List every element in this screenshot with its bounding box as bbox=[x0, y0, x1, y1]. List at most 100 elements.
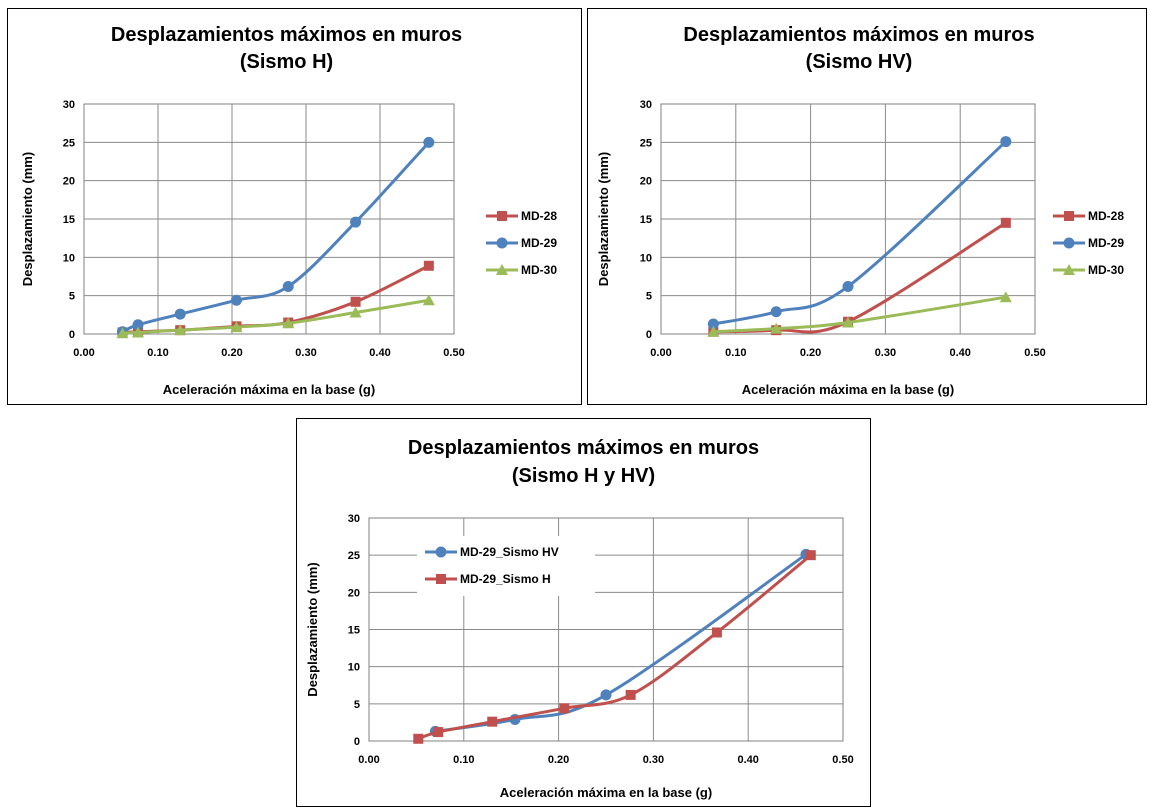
data-point bbox=[487, 716, 498, 727]
chart-sismo-h: Desplazamientos máximos en muros (Sismo H… bbox=[20, 24, 557, 397]
legend-marker bbox=[1064, 211, 1074, 221]
data-point bbox=[707, 318, 719, 330]
x-tick-label: 0.50 bbox=[443, 347, 464, 359]
data-point bbox=[132, 319, 144, 331]
x-tick-label: 0.20 bbox=[548, 754, 569, 766]
y-tick-label: 0 bbox=[69, 329, 75, 341]
y-tick-label: 25 bbox=[63, 137, 75, 149]
legend-marker bbox=[435, 546, 447, 558]
y-tick-label: 25 bbox=[640, 137, 652, 149]
legend-label: MD-28 bbox=[521, 209, 557, 223]
x-tick-label: 0.20 bbox=[800, 347, 821, 359]
x-tick-label: 0.50 bbox=[832, 754, 853, 766]
x-tick-label: 0.40 bbox=[737, 754, 758, 766]
y-axis-label: Desplazamiento (mm) bbox=[305, 562, 320, 696]
data-point bbox=[230, 321, 243, 333]
data-point bbox=[413, 733, 424, 744]
data-point bbox=[422, 294, 435, 306]
series-line bbox=[713, 140, 1007, 326]
y-tick-label: 10 bbox=[348, 662, 360, 674]
legend: MD-28 MD-29 MD-30 bbox=[1053, 209, 1124, 277]
legend-label: MD-28 bbox=[1088, 209, 1124, 223]
data-point bbox=[600, 689, 612, 701]
y-tick-label: 15 bbox=[348, 625, 360, 637]
y-axis-label: Desplazamiento (mm) bbox=[20, 152, 35, 286]
chart-subtitle: (Sismo HV) bbox=[806, 51, 913, 73]
legend-item: MD-28 bbox=[1053, 209, 1124, 223]
data-point bbox=[174, 324, 187, 336]
legend: MD-29_Sismo HV MD-29_Sismo H bbox=[417, 536, 595, 596]
legend-item: MD-29 bbox=[486, 236, 557, 250]
data-point bbox=[559, 703, 570, 714]
y-tick-label: 30 bbox=[348, 513, 360, 525]
series-md-29-sismo-h bbox=[413, 550, 816, 744]
x-tick-label: 0.30 bbox=[643, 754, 664, 766]
y-tick-label: 30 bbox=[640, 99, 652, 111]
data-point bbox=[842, 316, 854, 328]
x-tick-label: 0.30 bbox=[295, 347, 316, 359]
data-point bbox=[349, 306, 362, 318]
legend: MD-28 MD-29 MD-30 bbox=[486, 209, 557, 277]
y-tick-label: 20 bbox=[63, 176, 75, 188]
y-tick-label: 0 bbox=[354, 736, 360, 748]
y-tick-label: 5 bbox=[354, 699, 360, 711]
data-point bbox=[350, 216, 362, 228]
data-point bbox=[805, 550, 816, 561]
data-point bbox=[770, 306, 782, 318]
y-tick-label: 15 bbox=[640, 214, 652, 226]
y-tick-label: 5 bbox=[646, 291, 652, 303]
y-tick-label: 30 bbox=[63, 99, 75, 111]
legend-marker bbox=[496, 237, 508, 249]
y-tick-label: 20 bbox=[640, 176, 652, 188]
chart-panel-sismo-hv: Desplazamientos máximos en muros (Sismo H… bbox=[587, 8, 1147, 405]
chart-panel-sismo-h-y-hv: Desplazamientos máximos en muros (Sismo H… bbox=[296, 418, 871, 807]
data-point bbox=[174, 308, 186, 320]
legend-label: MD-29 bbox=[1088, 236, 1124, 250]
data-point bbox=[707, 325, 720, 337]
data-point bbox=[711, 627, 722, 638]
series-md-30 bbox=[707, 291, 1012, 337]
chart-sismo-hv: Desplazamientos máximos en muros (Sismo H… bbox=[596, 24, 1124, 397]
x-axis-label: Aceleración máxima en la base (g) bbox=[500, 785, 712, 800]
legend-marker bbox=[1063, 237, 1075, 249]
legend-label: MD-29 bbox=[521, 236, 557, 250]
y-tick-label: 10 bbox=[640, 252, 652, 264]
legend-item: MD-30 bbox=[486, 263, 557, 277]
data-point bbox=[433, 727, 444, 738]
series-md-29 bbox=[116, 136, 435, 338]
x-tick-label: 0.10 bbox=[453, 754, 474, 766]
legend-marker bbox=[497, 211, 507, 221]
chart-subtitle: (Sismo H) bbox=[240, 51, 333, 73]
data-point bbox=[282, 280, 294, 292]
legend-marker bbox=[496, 264, 508, 275]
x-tick-label: 0.50 bbox=[1024, 347, 1045, 359]
series-md-30 bbox=[116, 294, 435, 339]
legend-item: MD-30 bbox=[1053, 263, 1124, 277]
data-point bbox=[423, 136, 435, 148]
legend-item: MD-29_Sismo H bbox=[425, 572, 551, 586]
data-point bbox=[999, 291, 1012, 303]
data-point bbox=[1000, 217, 1011, 228]
legend-item: MD-28 bbox=[486, 209, 557, 223]
data-point bbox=[1000, 136, 1012, 148]
legend-item: MD-29 bbox=[1053, 236, 1124, 250]
legend-label: MD-30 bbox=[1088, 263, 1124, 277]
x-tick-label: 0.00 bbox=[73, 347, 94, 359]
y-tick-label: 25 bbox=[348, 550, 360, 562]
data-point bbox=[350, 296, 361, 307]
y-tick-label: 15 bbox=[63, 214, 75, 226]
series-line bbox=[713, 295, 1007, 334]
data-point bbox=[423, 260, 434, 271]
chart-title: Desplazamientos máximos en muros bbox=[683, 24, 1034, 46]
data-point bbox=[132, 326, 145, 338]
x-tick-label: 0.40 bbox=[949, 347, 970, 359]
chart-title: Desplazamientos máximos en muros bbox=[408, 437, 759, 459]
chart-subtitle: (Sismo H y HV) bbox=[512, 465, 655, 487]
chart-title: Desplazamientos máximos en muros bbox=[111, 24, 462, 46]
y-tick-label: 10 bbox=[63, 252, 75, 264]
chart-panel-sismo-h: Desplazamientos máximos en muros (Sismo H… bbox=[7, 8, 582, 405]
data-point bbox=[842, 280, 854, 292]
x-tick-label: 0.20 bbox=[221, 347, 242, 359]
data-point bbox=[230, 294, 242, 306]
legend-item: MD-29_Sismo HV bbox=[425, 545, 559, 559]
